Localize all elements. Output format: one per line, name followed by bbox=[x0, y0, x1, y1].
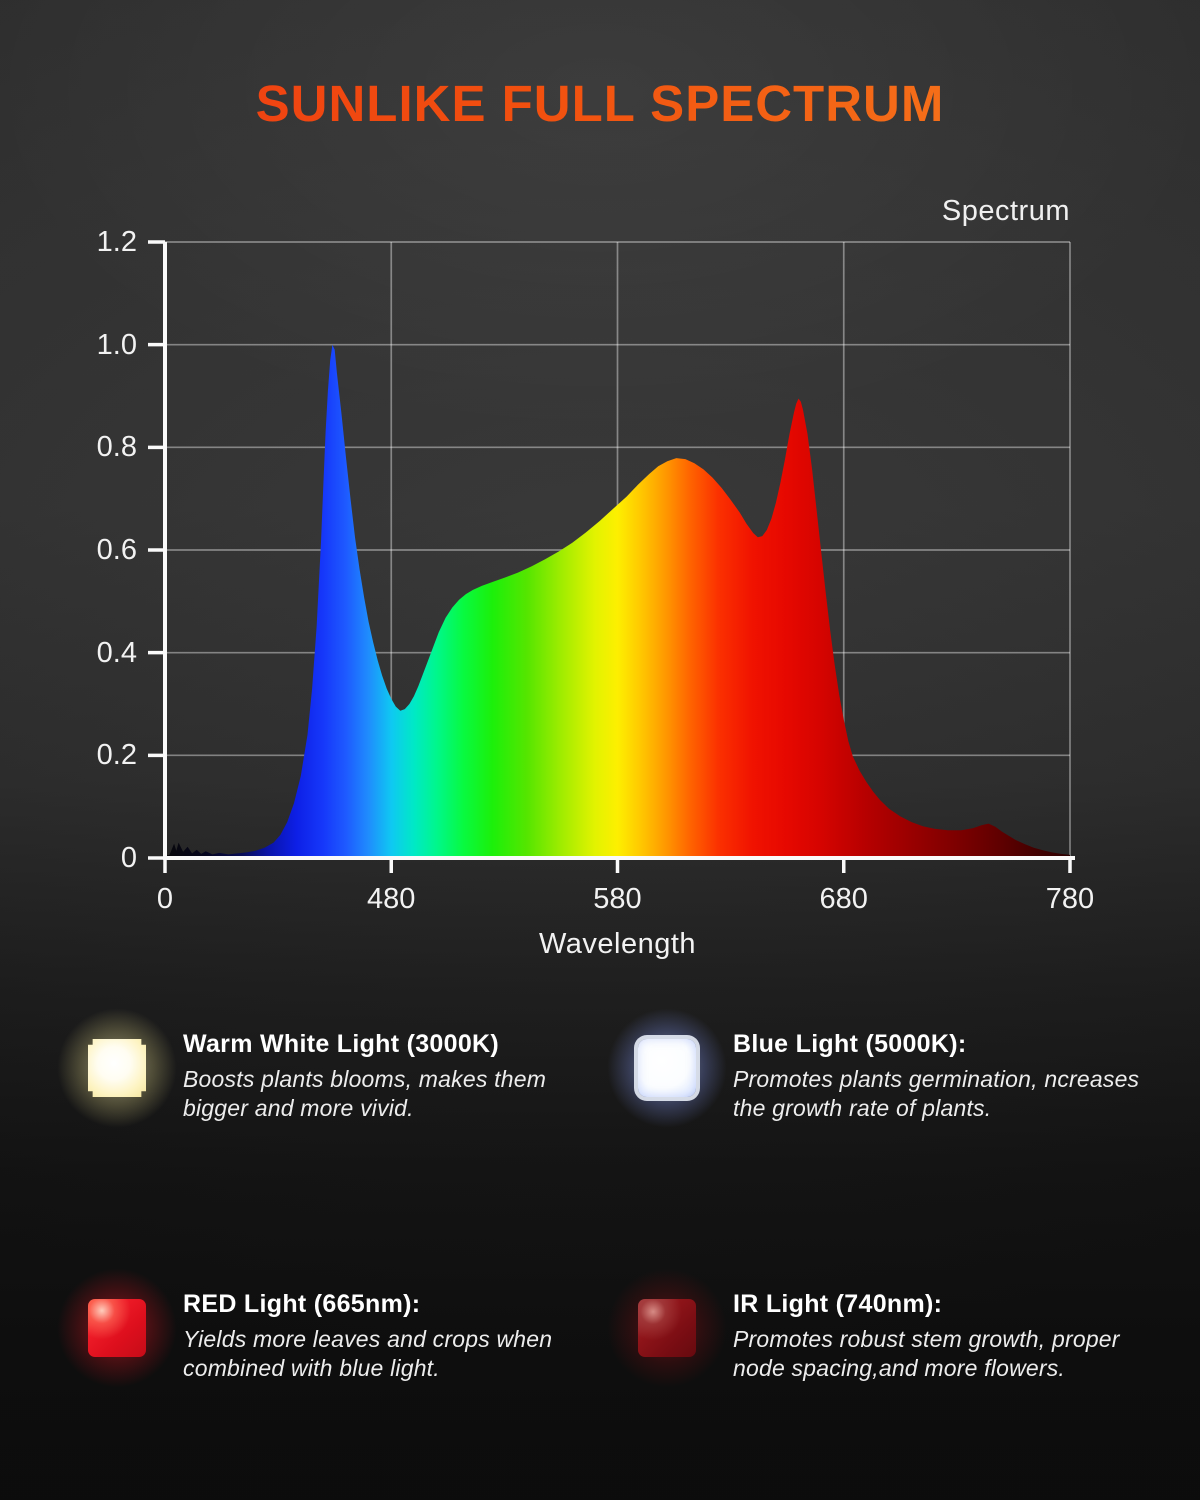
x-axis-tick-label: 680 bbox=[819, 883, 868, 915]
x-axis-tick-label: 480 bbox=[367, 883, 416, 915]
y-axis-tick-label: 0.2 bbox=[96, 739, 137, 772]
y-axis-tick-label: 0.4 bbox=[96, 636, 137, 669]
warm-white-led-icon bbox=[55, 1006, 179, 1130]
red-led-icon bbox=[55, 1266, 179, 1390]
blue-led-chip bbox=[638, 1039, 696, 1097]
legend-item: Blue Light (5000K): Promotes plants germ… bbox=[605, 1006, 1155, 1146]
red-led-chip bbox=[88, 1299, 146, 1357]
legend-item: IR Light (740nm): Promotes robust stem g… bbox=[605, 1266, 1155, 1406]
y-axis-tick-label: 1.0 bbox=[96, 328, 137, 361]
chart-legend-title: Spectrum bbox=[941, 195, 1070, 227]
legend-grid: Warm White Light (3000K) Boosts plants b… bbox=[55, 1006, 1155, 1406]
ir-led-chip bbox=[638, 1299, 696, 1357]
x-axis-title: Wavelength bbox=[538, 928, 697, 960]
x-axis-tick-label: 780 bbox=[1045, 883, 1095, 915]
y-axis-tick-label: 0.6 bbox=[96, 534, 137, 566]
legend-item-heading: Blue Light (5000K): bbox=[733, 1030, 967, 1058]
blue-led-icon bbox=[605, 1006, 729, 1130]
x-axis-tick-label: 580 bbox=[593, 883, 642, 915]
warm-white-led-chip bbox=[88, 1039, 146, 1097]
page-title: SUNLIKE FULL SPECTRUM bbox=[0, 74, 1200, 133]
legend-item-description: Yields more leaves and crops when combin… bbox=[183, 1326, 553, 1382]
spectrum-chart: 0 0.2 0.4 0.6 0.8 1.0 1.2 0 480 580 680 780 bbox=[97, 226, 1095, 915]
legend-item-heading: RED Light (665nm): bbox=[183, 1290, 421, 1318]
legend-item-description: Boosts plants blooms, makes them bigger … bbox=[183, 1066, 547, 1122]
legend-item-description: Promotes robust stem growth, proper node… bbox=[733, 1326, 1120, 1382]
ir-led-icon bbox=[605, 1266, 729, 1390]
y-axis-tick-label: 0 bbox=[120, 842, 137, 874]
legend-item-description: Promotes plants germination, ncreases th… bbox=[733, 1066, 1140, 1122]
x-axis-tick-label: 0 bbox=[156, 883, 174, 915]
legend-item: RED Light (665nm): Yields more leaves an… bbox=[55, 1266, 605, 1406]
spectrum-plot bbox=[148, 240, 1075, 873]
spectrum-area bbox=[165, 344, 1070, 858]
y-axis-tick-label: 1.2 bbox=[96, 226, 137, 258]
legend-item: Warm White Light (3000K) Boosts plants b… bbox=[55, 1006, 605, 1146]
legend-item-heading: IR Light (740nm): bbox=[733, 1290, 943, 1318]
legend-item-heading: Warm White Light (3000K) bbox=[183, 1030, 500, 1058]
y-axis-tick-label: 0.8 bbox=[96, 431, 137, 464]
